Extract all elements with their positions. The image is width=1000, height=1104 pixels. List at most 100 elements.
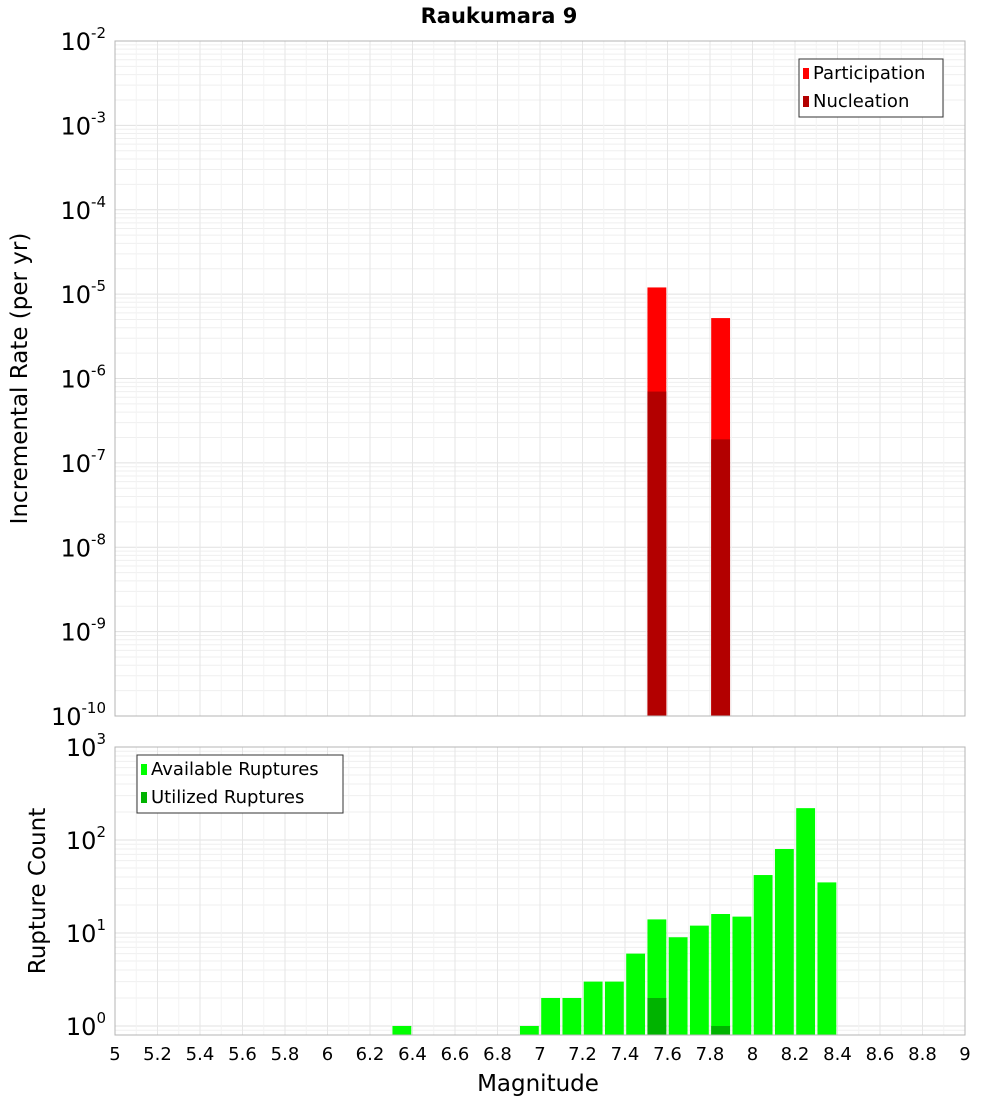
tick-base: 10 [60, 281, 91, 309]
count-bar [711, 1025, 731, 1035]
count-bar [796, 808, 816, 1035]
legend-label: Utilized Ruptures [151, 787, 304, 808]
legend-label: Participation [813, 63, 925, 84]
count-bar [583, 981, 603, 1035]
rate-bar [647, 391, 667, 716]
count-x-tick-label: 6 [322, 1044, 333, 1065]
tick-base: 10 [60, 619, 91, 647]
count-bar [689, 925, 709, 1035]
tick-exponent: -7 [91, 446, 106, 464]
tick-exponent: 2 [96, 823, 106, 841]
count-x-tick-label: 8 [747, 1044, 758, 1065]
tick-base: 10 [60, 197, 91, 225]
legend-box [798, 58, 944, 118]
count-bar [562, 997, 582, 1035]
count-x-tick-label: 5.8 [271, 1044, 300, 1065]
count-x-tick-label: 9 [959, 1044, 970, 1065]
rate-y-axis-label: Incremental Rate (per yr) [7, 233, 33, 525]
tick-exponent: 1 [96, 916, 106, 934]
tick-base: 10 [66, 1013, 97, 1041]
count-y-tick-label: 101 [66, 916, 106, 948]
chart-title: Raukumara 9 [421, 4, 578, 28]
rate-y-tick-label: 10-10 [51, 699, 106, 731]
tick-exponent: 0 [96, 1009, 106, 1027]
tick-base: 10 [60, 450, 91, 478]
legend-label: Nucleation [813, 91, 909, 112]
rate-minor-grid [114, 40, 966, 717]
count-legend: Available Ruptures Utilized Ruptures [136, 754, 344, 814]
tick-base: 10 [66, 920, 97, 948]
count-bar [732, 916, 752, 1035]
count-x-tick-label: 6.8 [483, 1044, 512, 1065]
count-bar [647, 997, 667, 1035]
legend-swatch [141, 764, 147, 775]
tick-exponent: -10 [82, 699, 107, 717]
count-bar [711, 914, 731, 1035]
tick-exponent: -8 [91, 530, 106, 548]
count-x-tick-label: 5.2 [143, 1044, 172, 1065]
count-y-tick-label: 100 [66, 1009, 106, 1041]
count-bar [604, 981, 624, 1035]
tick-base: 10 [51, 703, 82, 731]
rate-bar [711, 439, 731, 716]
rate-plot-border [114, 40, 966, 717]
legend-swatch [141, 792, 147, 803]
tick-exponent: -6 [91, 362, 106, 380]
count-x-tick-label: 7.2 [568, 1044, 597, 1065]
count-bar [626, 953, 646, 1035]
count-x-tick-label: 5.4 [186, 1044, 215, 1065]
rate-y-tick-label: 10-3 [60, 108, 106, 140]
tick-base: 10 [60, 28, 91, 56]
tick-base: 10 [60, 112, 91, 140]
rate-legend: Participation Nucleation [798, 58, 944, 118]
x-axis-label: Magnitude [477, 1071, 599, 1097]
rate-y-tick-label: 10-5 [60, 277, 106, 309]
tick-exponent: -3 [91, 108, 106, 126]
legend-swatch [803, 68, 809, 79]
rate-y-tick-label: 10-7 [60, 446, 106, 478]
count-x-tick-label: 6.4 [398, 1044, 427, 1065]
legend-label: Available Ruptures [151, 759, 319, 780]
tick-exponent: -9 [91, 615, 106, 633]
tick-exponent: 3 [96, 730, 106, 748]
count-bar [392, 1025, 412, 1035]
rate-y-tick-label: 10-2 [60, 24, 106, 56]
count-x-tick-label: 6.2 [356, 1044, 385, 1065]
count-x-tick-label: 7.8 [696, 1044, 725, 1065]
count-x-tick-label: 7.4 [611, 1044, 640, 1065]
count-bar [668, 937, 688, 1035]
rate-y-tick-label: 10-9 [60, 615, 106, 647]
rate-y-tick-label: 10-8 [60, 530, 106, 562]
count-y-tick-label: 103 [66, 730, 106, 762]
count-bar [753, 875, 773, 1035]
tick-exponent: -5 [91, 277, 106, 295]
tick-exponent: -2 [91, 24, 106, 42]
tick-base: 10 [60, 534, 91, 562]
count-plot-border [114, 746, 966, 1036]
count-series-1 [647, 997, 731, 1035]
count-bar [817, 882, 837, 1035]
count-y-tick-label: 102 [66, 823, 106, 855]
count-y-axis-label: Rupture Count [25, 808, 51, 974]
count-x-tick-label: 5.6 [228, 1044, 257, 1065]
legend-swatch [803, 96, 809, 107]
tick-base: 10 [66, 734, 97, 762]
count-x-tick-label: 6.6 [441, 1044, 470, 1065]
count-x-tick-label: 5 [109, 1044, 120, 1065]
count-bar [541, 997, 561, 1035]
tick-exponent: -4 [91, 193, 106, 211]
count-x-tick-label: 8.8 [908, 1044, 937, 1065]
legend-box [136, 754, 344, 814]
rate-y-tick-label: 10-6 [60, 362, 106, 394]
count-x-tick-label: 8.6 [866, 1044, 895, 1065]
count-bar [519, 1025, 539, 1035]
rate-series-1 [647, 391, 731, 716]
count-x-tick-label: 8.2 [781, 1044, 810, 1065]
count-x-tick-label: 7 [534, 1044, 545, 1065]
rate-y-tick-label: 10-4 [60, 193, 106, 225]
tick-base: 10 [66, 827, 97, 855]
count-x-tick-label: 7.6 [653, 1044, 682, 1065]
count-x-tick-label: 8.4 [823, 1044, 852, 1065]
